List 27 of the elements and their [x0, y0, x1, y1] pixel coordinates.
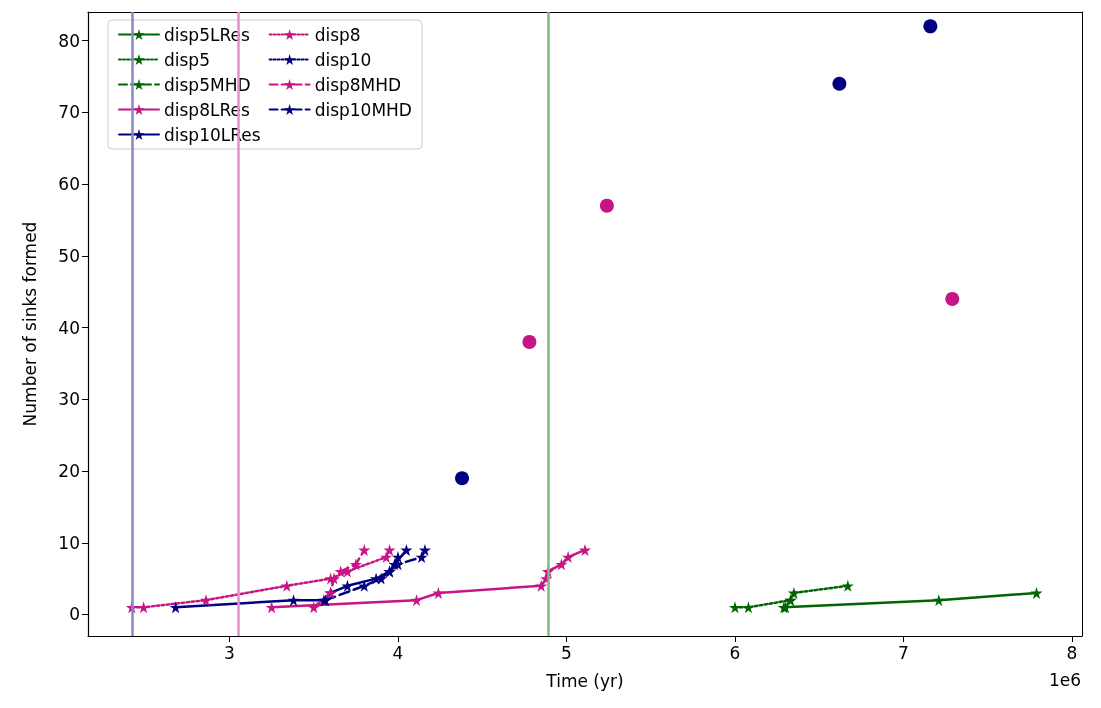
- legend-label: disp5MHD: [164, 74, 251, 95]
- legend-label: disp8: [314, 24, 361, 45]
- y-tick-label: 20: [58, 461, 80, 482]
- y-tick-label: 0: [69, 604, 80, 625]
- text: 1e6: [1048, 669, 1081, 690]
- y-axis-title: Number of sinks formed: [19, 221, 40, 427]
- y-tick-label: 60: [58, 174, 80, 195]
- legend-label: disp5: [164, 49, 210, 70]
- x-tick-label: 3: [224, 642, 235, 663]
- legend-label: disp10: [314, 49, 372, 70]
- x-tick-label: 7: [898, 642, 909, 663]
- x-tick-label: 5: [561, 642, 572, 663]
- x-axis-title: Time (yr): [545, 670, 624, 691]
- legend-label: disp5LRes: [164, 24, 250, 45]
- x-tick-label: 4: [392, 642, 404, 663]
- legend-label: disp10LRes: [164, 124, 261, 145]
- y-tick-label: 70: [58, 102, 80, 123]
- x-tick-label: 8: [1066, 642, 1078, 663]
- legend-label: disp8MHD: [314, 74, 402, 95]
- y-tick-label: 80: [58, 30, 80, 51]
- y-tick-label: 30: [58, 389, 80, 410]
- x-tick-label: 6: [729, 642, 741, 663]
- y-tick-label: 40: [58, 317, 80, 338]
- legend-label: disp10MHD: [314, 99, 412, 120]
- legend-label: disp8LRes: [164, 99, 250, 120]
- y-tick-label: 10: [58, 532, 80, 553]
- y-tick-label: 50: [58, 245, 80, 266]
